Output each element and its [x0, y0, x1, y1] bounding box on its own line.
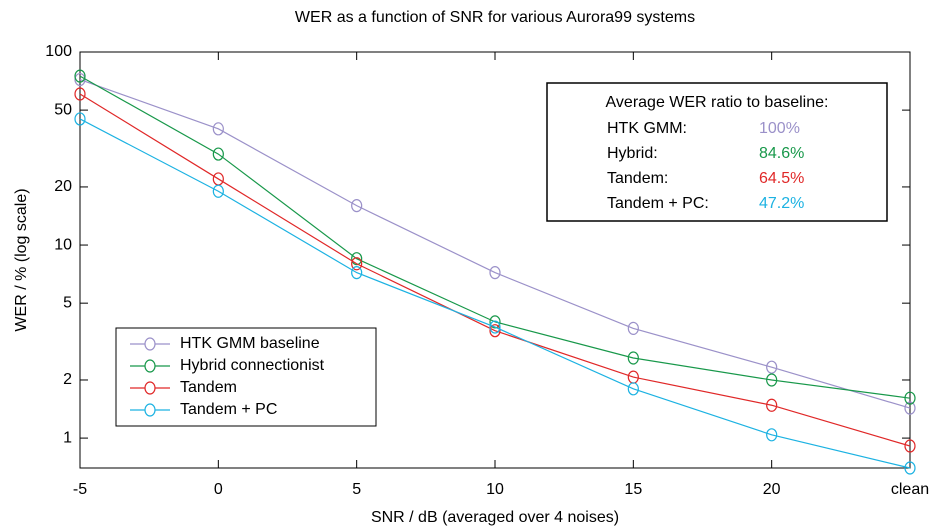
x-tick-label: 5: [352, 481, 361, 498]
y-tick-label: 100: [45, 43, 72, 60]
data-point: [904, 391, 916, 405]
y-axis-label: WER / % (log scale): [13, 188, 30, 331]
data-point: [212, 147, 224, 161]
annotation-title: Average WER ratio to baseline:: [606, 94, 829, 111]
data-point: [904, 439, 916, 453]
data-point: [627, 382, 639, 396]
data-point: [212, 184, 224, 198]
x-tick-label: -5: [73, 481, 87, 498]
annotation-value: 100%: [759, 120, 800, 137]
data-point: [766, 428, 778, 442]
data-point: [351, 199, 363, 213]
data-point: [489, 324, 501, 338]
annotation-label: HTK GMM:: [607, 120, 687, 137]
x-axis-label: SNR / dB (averaged over 4 noises): [371, 509, 619, 526]
series-line: [79, 78, 911, 409]
annotation-label: Hybrid:: [607, 145, 658, 162]
x-tick-label: 20: [763, 481, 781, 498]
legend-label: Tandem: [180, 379, 237, 396]
data-point: [489, 315, 501, 329]
data-point: [351, 252, 363, 266]
annotation-value: 47.2%: [759, 195, 804, 212]
y-tick-label: 2: [63, 371, 72, 388]
data-point: [74, 69, 86, 83]
legend-label: Hybrid connectionist: [180, 357, 325, 374]
y-tick-label: 10: [54, 236, 72, 253]
data-point: [74, 87, 86, 101]
series-line: [79, 118, 911, 469]
series-line: [79, 93, 911, 447]
data-point: [766, 373, 778, 387]
data-point: [489, 320, 501, 334]
x-tick-label: 15: [624, 481, 642, 498]
data-point: [212, 122, 224, 136]
legend-label: HTK GMM baseline: [180, 335, 320, 352]
annotation-box: [546, 82, 888, 222]
y-tick-label: 50: [54, 101, 72, 118]
series-line: [79, 75, 911, 399]
data-point: [351, 265, 363, 280]
legend-marker: [144, 381, 156, 395]
annotation-value: 64.5%: [759, 170, 804, 187]
x-tick-label: clean: [891, 481, 929, 498]
data-point: [627, 321, 639, 336]
x-tick-label: 10: [486, 481, 504, 498]
x-tick-label: 0: [214, 481, 223, 498]
annotation-label: Tandem:: [607, 170, 668, 187]
y-tick-label: 1: [63, 429, 72, 446]
data-point: [489, 265, 501, 280]
data-point: [904, 401, 916, 415]
y-tick-label: 20: [54, 178, 72, 195]
data-point: [904, 461, 916, 475]
legend-label: Tandem + PC: [180, 401, 277, 418]
data-point: [627, 351, 639, 365]
annotation-label: Tandem + PC:: [607, 195, 709, 212]
legend-marker: [144, 359, 156, 373]
data-point: [766, 360, 778, 374]
chart-title: WER as a function of SNR for various Aur…: [295, 9, 695, 26]
legend-marker: [144, 337, 156, 351]
legend-marker: [144, 403, 156, 417]
y-tick-label: 5: [63, 294, 72, 311]
annotation-value: 84.6%: [759, 145, 804, 162]
data-point: [74, 112, 86, 126]
data-point: [766, 398, 778, 412]
data-point: [351, 257, 363, 271]
